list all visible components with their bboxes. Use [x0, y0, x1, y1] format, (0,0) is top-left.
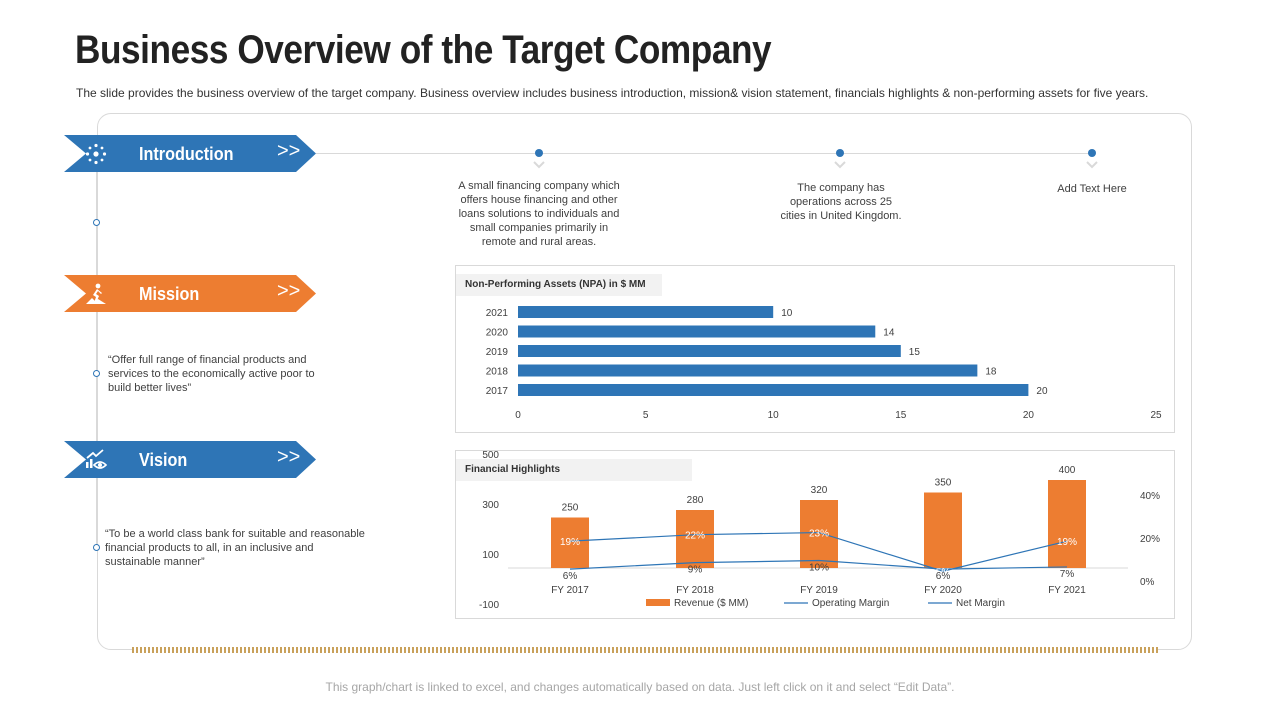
footer-note: This graph/chart is linked to excel, and… [325, 680, 955, 694]
fin-right-tick: 20% [1140, 534, 1160, 545]
left-connector-line [96, 145, 97, 550]
revenue-data-label: 350 [935, 478, 952, 489]
financial-highlights-chart: Financial Highlights 500 300 100 -100 250 FY … [455, 450, 1175, 619]
vision-label: Vision [139, 450, 188, 470]
page-title: Business Overview of the Target Company [75, 28, 772, 72]
fin-category-label: FY 2021 [1048, 585, 1086, 596]
npa-x-tick: 0 [515, 410, 521, 421]
timeline-text-2: The company has operations across 25 cit… [780, 182, 902, 222]
npa-x-tick: 5 [643, 410, 649, 421]
growth-eye-icon [86, 449, 108, 469]
npa-bar [518, 384, 1029, 396]
fin-category-label: FY 2019 [800, 585, 838, 596]
network-icon [85, 143, 107, 165]
timeline-text-3: Add Text Here [1057, 183, 1127, 195]
operating-margin-label: 19% [560, 537, 580, 548]
connector-dot [93, 544, 100, 551]
introduction-label: Introduction [139, 144, 234, 164]
timeline-dot [836, 149, 844, 157]
climber-icon [86, 283, 106, 304]
npa-x-tick: 25 [1150, 410, 1162, 421]
npa-category-label: 2018 [486, 367, 509, 378]
npa-x-tick: 10 [768, 410, 780, 421]
revenue-bar [800, 500, 838, 568]
net-margin-label: 7% [1060, 569, 1075, 580]
right-axis-labels: 40% 20% 0% [1136, 450, 1176, 590]
net-margin-label: 6% [936, 571, 951, 582]
fin-left-tick: -100 [479, 600, 499, 611]
vision-statement: “To be a world class bank for suitable a… [105, 528, 365, 568]
fin-right-tick: 0% [1140, 577, 1155, 588]
operating-margin-line [569, 531, 1068, 572]
npa-bar [518, 364, 978, 377]
revenue-bar [1048, 480, 1086, 568]
timeline-text-1: A small financing company which offers h… [458, 180, 620, 248]
vision-banner: Vision >> [64, 441, 316, 478]
chevron-right-icon: >> [277, 280, 301, 302]
revenue-data-label: 320 [811, 485, 828, 496]
npa-data-label: 15 [909, 347, 921, 358]
npa-bar [518, 345, 901, 357]
timeline-dot [1088, 149, 1096, 157]
npa-data-label: 14 [883, 328, 895, 339]
decorative-dotted-line [132, 647, 1158, 653]
npa-chart-title: Non-Performing Assets (NPA) in $ MM [456, 274, 662, 296]
fin-left-tick: 500 [482, 451, 499, 461]
fin-right-tick: 40% [1140, 491, 1160, 502]
revenue-data-label: 250 [562, 503, 579, 514]
revenue-bar [551, 517, 589, 568]
legend-revenue-swatch [646, 599, 670, 606]
mission-label: Mission [139, 284, 200, 304]
npa-data-label: 20 [1036, 386, 1048, 397]
connector-dot [93, 219, 100, 226]
net-margin-label: 10% [809, 563, 829, 574]
chevron-down-icon [1086, 161, 1098, 169]
operating-margin-label: 23% [809, 529, 829, 540]
npa-category-label: 2020 [486, 328, 509, 339]
fin-category-label: FY 2018 [676, 585, 714, 596]
npa-chart: Non-Performing Assets (NPA) in $ MM 2021… [455, 265, 1175, 433]
operating-margin-label: 22% [685, 531, 705, 542]
net-margin-label: 6% [563, 571, 578, 582]
timeline-dot [535, 149, 543, 157]
right-axis-svg: 40% 20% 0% [1140, 491, 1160, 588]
net-margin-line [569, 559, 1068, 570]
financial-chart-title: Financial Highlights [456, 459, 692, 481]
legend-revenue-label: Revenue ($ MM) [674, 598, 748, 609]
npa-bar [518, 306, 774, 318]
fin-left-tick: 100 [482, 550, 499, 561]
npa-chart-svg: 2021 10 2020 14 2019 15 2018 18 2017 20 0 5 10 15 20 25 [486, 306, 1162, 421]
npa-data-label: 18 [985, 367, 997, 378]
revenue-data-label: 280 [687, 495, 704, 506]
financial-chart-svg: 500 300 100 -100 250 FY 2017 280 FY 2018 320 FY 2… [479, 451, 1128, 611]
legend-net-label: Net Margin [956, 598, 1005, 609]
connector-dot [93, 370, 100, 377]
npa-x-tick: 20 [1023, 410, 1035, 421]
net-margin-label: 9% [688, 565, 703, 576]
fin-left-tick: 300 [482, 500, 499, 511]
npa-bar [518, 325, 876, 338]
npa-x-tick: 15 [895, 410, 907, 421]
chevron-down-icon [834, 161, 846, 169]
npa-data-label: 10 [781, 308, 793, 319]
revenue-bar [676, 510, 714, 568]
mission-banner: Mission >> [64, 275, 316, 312]
timeline-line [316, 153, 1094, 154]
npa-category-label: 2017 [486, 386, 509, 397]
chevron-right-icon: >> [277, 446, 301, 468]
page-subtitle: The slide provides the business overview… [76, 86, 1149, 100]
revenue-data-label: 400 [1059, 465, 1076, 476]
introduction-banner: Introduction >> [64, 135, 316, 172]
chevron-down-icon [533, 161, 545, 169]
legend-operating-label: Operating Margin [812, 598, 889, 609]
operating-margin-label: 19% [1057, 537, 1077, 548]
fin-category-label: FY 2017 [551, 585, 589, 596]
operating-margin-label: 5% [936, 567, 951, 578]
fin-category-label: FY 2020 [924, 585, 962, 596]
npa-category-label: 2021 [486, 308, 509, 319]
chevron-right-icon: >> [277, 140, 301, 162]
npa-category-label: 2019 [486, 347, 509, 358]
mission-statement: “Offer full range of financial products … [108, 354, 315, 394]
revenue-bar [924, 492, 962, 568]
